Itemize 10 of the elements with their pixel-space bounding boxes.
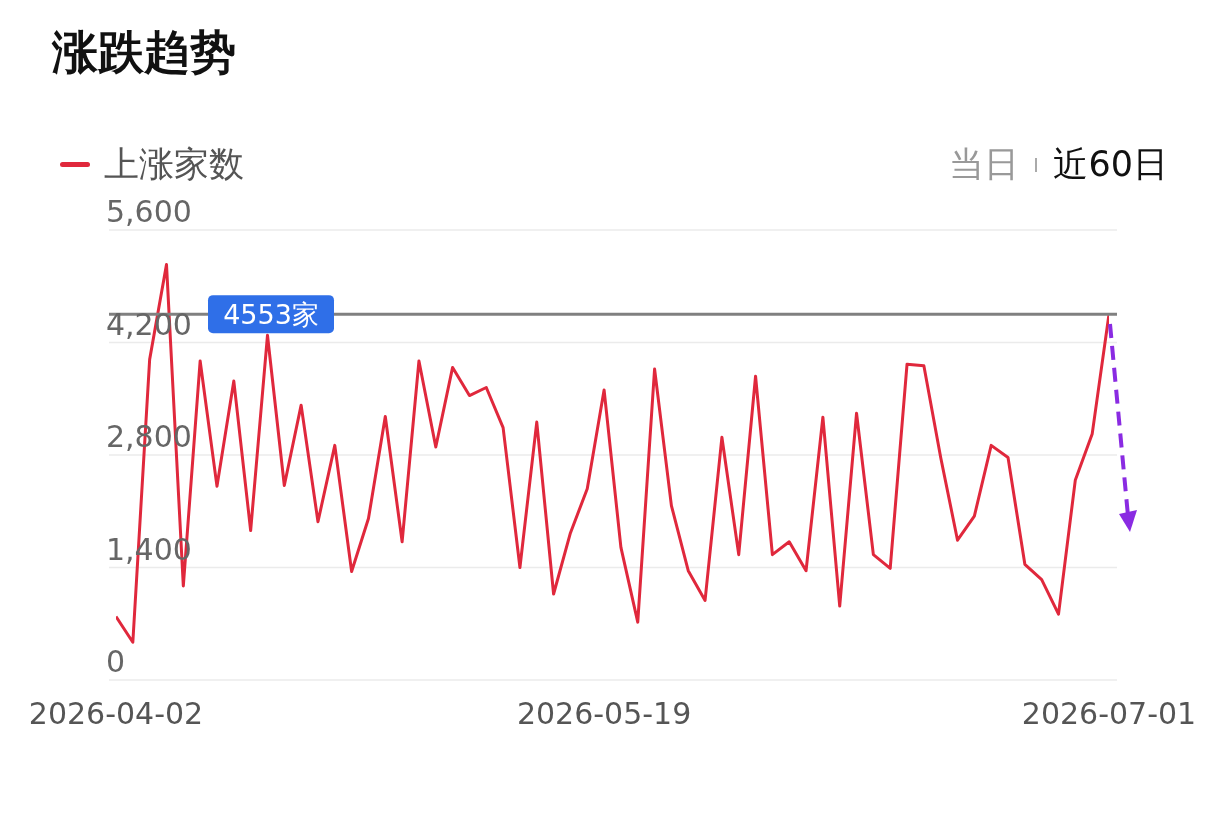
x-tick-label: 2026-04-02 (28, 696, 204, 731)
x-tick-label: 2026-05-19 (516, 696, 692, 731)
chart-title: 涨跌趋势 (52, 24, 236, 81)
text: 当日 (949, 143, 1020, 186)
ref-line-label: 4553家 (223, 299, 319, 331)
x-tick-label: 2026-07-01 (1021, 696, 1197, 731)
y-tick-label: 5,600 (106, 194, 192, 229)
legend-label: 上涨家数 (104, 143, 244, 186)
text: 近60日 (1053, 143, 1168, 186)
y-tick-label: 0 (106, 644, 126, 679)
